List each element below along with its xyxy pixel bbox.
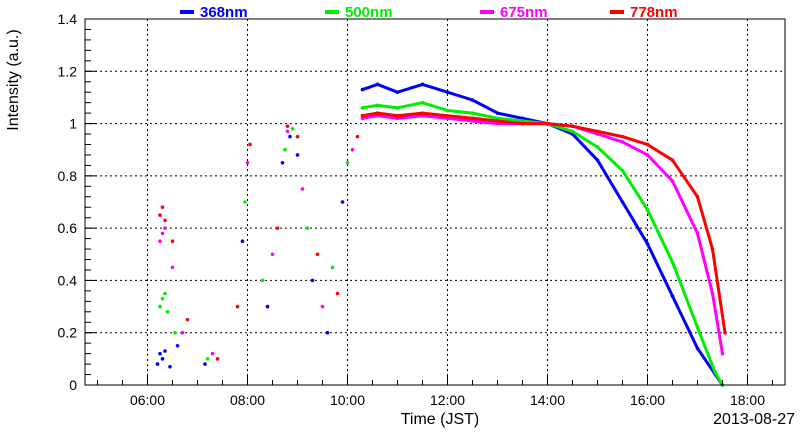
data-point — [270, 252, 275, 257]
data-point — [345, 160, 350, 165]
series-line — [362, 82, 724, 386]
legend-label: 500nm — [345, 4, 393, 21]
y-tick-label: 0.6 — [58, 220, 78, 236]
data-point — [163, 226, 167, 230]
y-tick-label: 0 — [69, 377, 77, 393]
y-tick-label: 1.2 — [58, 63, 78, 79]
data-point — [215, 357, 220, 361]
data-point — [295, 153, 300, 157]
x-tick-label: 10:00 — [330, 392, 365, 408]
data-point — [335, 291, 340, 296]
data-point — [163, 291, 167, 296]
x-tick-label: 16:00 — [630, 392, 665, 408]
x-tick-label: 08:00 — [230, 392, 265, 408]
legend-label: 675nm — [500, 4, 548, 21]
data-point — [330, 265, 335, 270]
data-point — [168, 364, 172, 369]
data-point — [173, 330, 177, 335]
data-point — [165, 310, 170, 314]
data-point — [240, 239, 245, 244]
data-point — [283, 147, 287, 152]
data-point — [203, 362, 207, 366]
x-tick-label: 06:00 — [130, 392, 165, 408]
data-point — [158, 351, 162, 356]
x-tick-label: 12:00 — [430, 392, 465, 408]
y-tick-label: 0.4 — [58, 272, 78, 288]
x-tick-label: 18:00 — [730, 392, 765, 408]
y-tick-label: 0.8 — [58, 168, 78, 184]
y-tick-label: 1 — [69, 116, 77, 132]
data-point — [265, 304, 270, 309]
legend-label: 778nm — [630, 4, 678, 21]
data-point — [158, 239, 162, 244]
data-point — [163, 349, 167, 353]
data-point — [185, 317, 190, 322]
data-point — [355, 134, 360, 139]
series-layer — [155, 82, 727, 387]
data-point — [170, 265, 175, 270]
axes: 06:00 08:00 10:00 12:00 14:00 16:00 18:00 0 0.2 0… — [58, 11, 773, 408]
data-point — [205, 357, 210, 361]
data-point — [243, 200, 247, 204]
data-point — [175, 343, 180, 348]
series-line — [362, 111, 727, 333]
data-point — [285, 124, 290, 128]
series-500nm — [158, 100, 725, 387]
data-point — [160, 231, 165, 236]
data-point — [170, 239, 175, 244]
data-point — [305, 226, 310, 230]
data-point — [248, 142, 252, 147]
data-point — [160, 357, 165, 361]
plot-frame — [84, 18, 786, 386]
legend-label: 368nm — [200, 4, 248, 21]
data-point — [295, 134, 300, 139]
data-point — [300, 187, 305, 191]
data-point — [290, 127, 295, 131]
data-point — [158, 213, 162, 217]
data-point — [280, 160, 285, 165]
grid — [85, 18, 785, 386]
series-line — [362, 101, 724, 386]
y-tick-label: 0.2 — [58, 325, 78, 341]
data-point — [158, 304, 162, 309]
series-675nm — [158, 113, 725, 356]
date-label: 2013-08-27 — [713, 411, 795, 428]
data-point — [163, 218, 167, 223]
data-point — [350, 147, 355, 152]
data-point — [245, 160, 250, 165]
data-point — [315, 252, 320, 257]
data-point — [275, 226, 280, 230]
data-point — [288, 134, 292, 139]
legend: 368nm 500nm 675nm 778nm — [180, 4, 678, 21]
y-tick-label: 1.4 — [58, 11, 78, 27]
data-point — [155, 362, 160, 366]
x-tick-label: 14:00 — [530, 392, 565, 408]
series-368nm — [155, 82, 725, 387]
data-point — [325, 330, 330, 335]
data-point — [160, 296, 165, 301]
data-point — [320, 304, 325, 309]
series-line — [362, 114, 724, 354]
x-axis-label: Time (JST) — [401, 411, 480, 428]
data-point — [340, 200, 345, 204]
data-point — [235, 304, 240, 309]
data-point — [160, 205, 165, 210]
data-point — [180, 330, 185, 335]
data-point — [210, 351, 215, 356]
data-point — [285, 129, 290, 134]
series-778nm — [158, 111, 727, 361]
data-point — [310, 278, 315, 283]
data-point — [260, 278, 265, 283]
y-axis-label: Intensity (a.u.) — [5, 29, 22, 130]
